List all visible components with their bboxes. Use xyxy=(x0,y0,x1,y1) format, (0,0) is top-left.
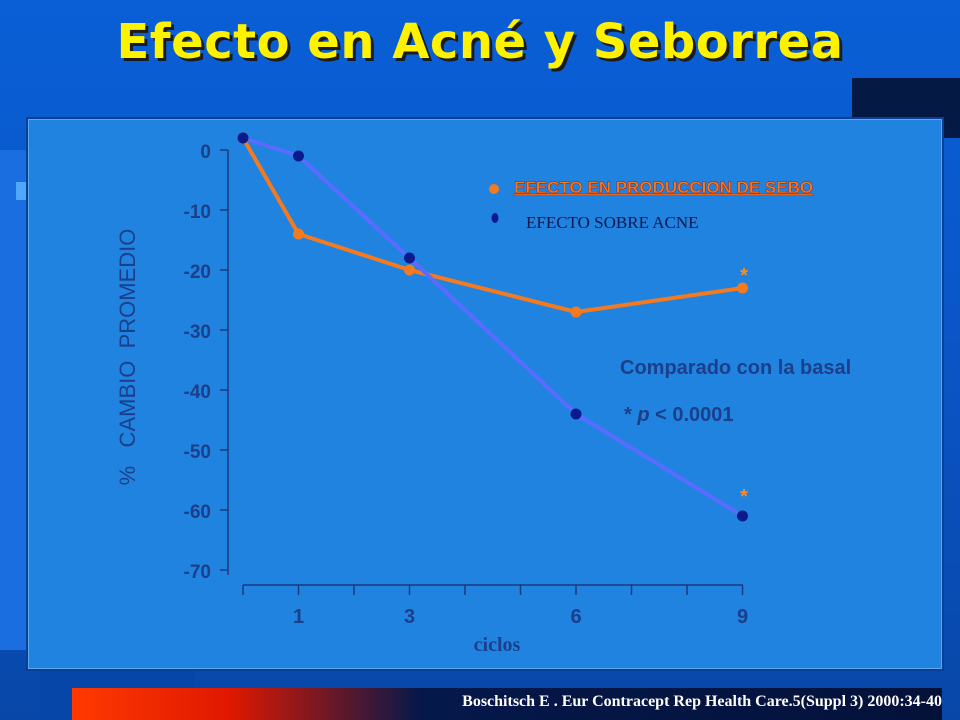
x-tick-label: 1 xyxy=(293,606,304,628)
significance-star-acne: * xyxy=(740,486,748,508)
legend-sebo-marker xyxy=(489,184,499,194)
data-point-acne xyxy=(237,132,249,144)
annotation-p-value: * p < 0.0001 xyxy=(624,404,734,426)
legend-acne-label: EFECTO SOBRE ACNE xyxy=(526,213,699,232)
y-axis-title: % CAMBIO PROMEDIO xyxy=(115,229,140,486)
y-tick-label: -50 xyxy=(184,442,211,463)
y-tick-label: -20 xyxy=(184,262,211,283)
legend-acne-marker xyxy=(491,213,499,223)
annotation-p-threshold: < 0.0001 xyxy=(650,404,734,426)
significance-star-sebo: * xyxy=(740,265,748,287)
x-axis-title: ciclos xyxy=(474,634,521,656)
annotation-comparison: Comparado con la basal xyxy=(620,357,851,379)
annotation-p: p xyxy=(636,404,649,426)
data-point-sebo xyxy=(404,264,415,276)
chart-panel xyxy=(26,117,944,671)
data-point-sebo xyxy=(570,306,582,318)
legend-sebo-label: EFECTO EN PRODUCCION DE SEBO xyxy=(514,178,813,197)
footer-bar xyxy=(72,688,942,720)
y-tick-label: -10 xyxy=(184,202,211,223)
y-tick-label: -60 xyxy=(184,502,211,523)
x-tick-label: 9 xyxy=(737,606,748,628)
x-tick-label: 6 xyxy=(570,606,581,628)
y-tick-label: -70 xyxy=(184,562,211,583)
data-point-acne xyxy=(570,408,582,420)
data-point-sebo xyxy=(293,228,304,240)
data-point-acne xyxy=(404,252,415,264)
data-point-acne xyxy=(293,150,304,162)
y-tick-label: 0 xyxy=(200,142,211,163)
data-point-sebo xyxy=(737,282,748,294)
annotation-star: * xyxy=(624,404,637,426)
bg-light-block-left xyxy=(0,150,26,650)
citation: Boschitsch E . Eur Contracept Rep Health… xyxy=(462,693,942,710)
bg-small-square-bullet xyxy=(16,182,26,200)
y-tick-label: -30 xyxy=(184,322,211,343)
x-tick-label: 3 xyxy=(404,606,415,628)
data-point-acne xyxy=(737,510,748,522)
y-tick-label: -40 xyxy=(184,382,211,403)
slide-title: Efecto en Acné y Seborrea xyxy=(116,14,844,70)
